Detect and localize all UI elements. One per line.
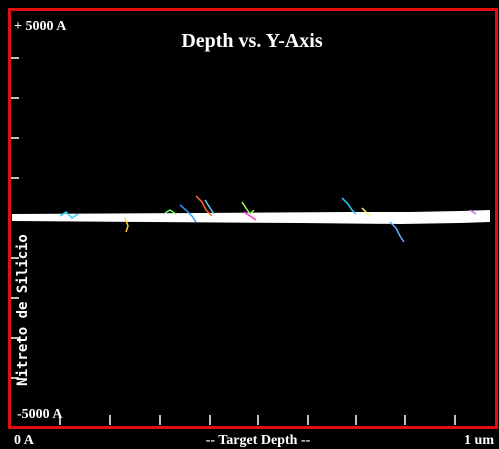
y-top-label: + 5000 A xyxy=(14,19,67,34)
footer-left: 0 A xyxy=(14,433,35,448)
footer-center: -- Target Depth -- xyxy=(206,433,311,448)
y-bottom-label: -5000 A xyxy=(17,407,63,422)
material-label: Nitreto de Silicio xyxy=(15,234,31,386)
footer-right: 1 um xyxy=(464,433,494,448)
srim-plot: + 5000 A Depth vs. Y-Axis -5000 A Nitret… xyxy=(0,0,499,449)
page: + 5000 A Depth vs. Y-Axis -5000 A Nitret… xyxy=(0,0,499,449)
plot-title: Depth vs. Y-Axis xyxy=(181,30,323,52)
